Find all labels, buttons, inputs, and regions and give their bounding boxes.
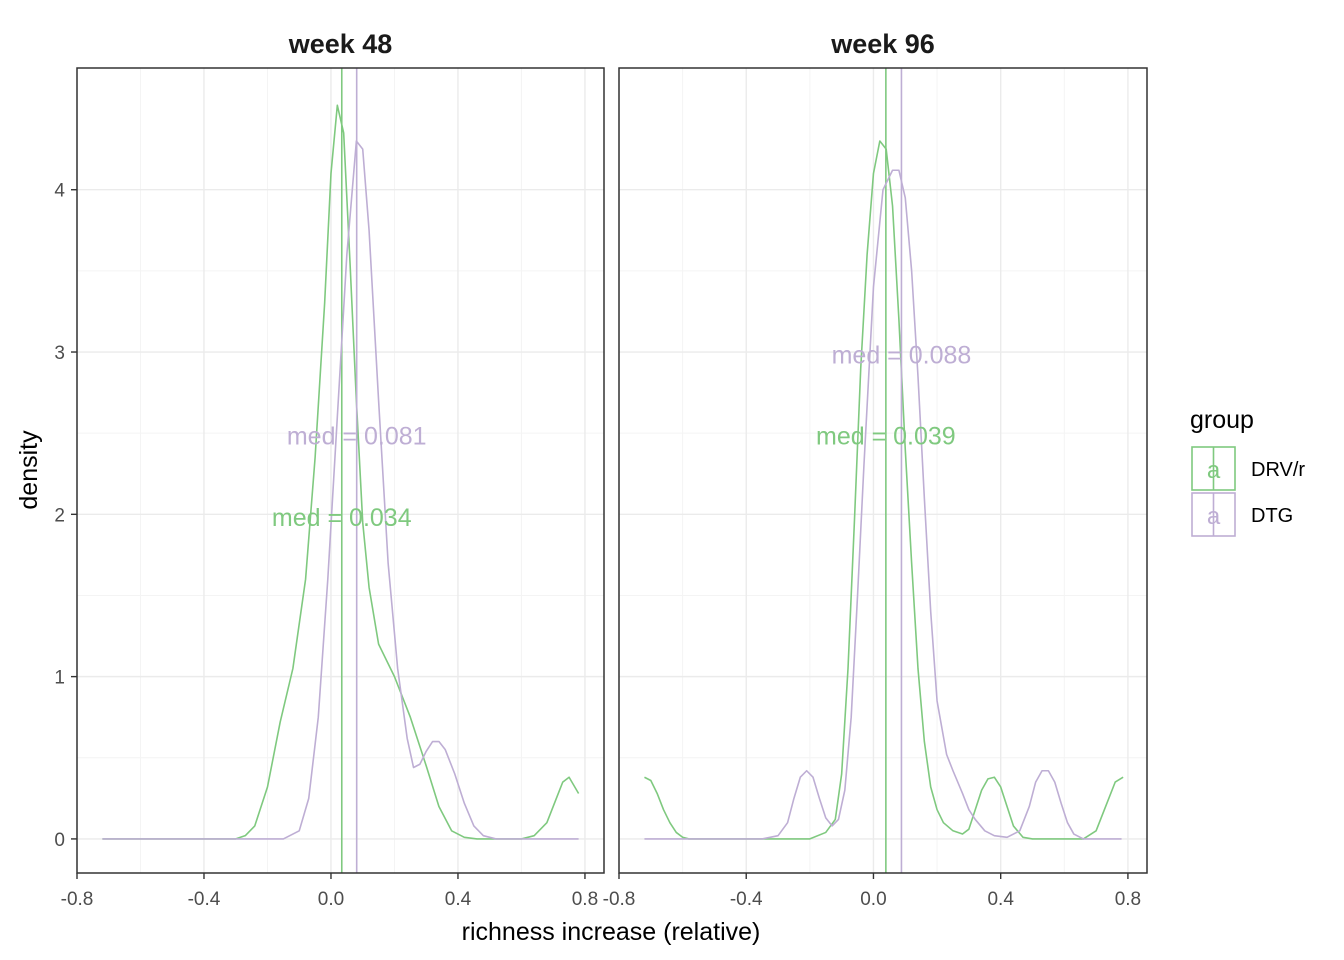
- legend-label-drv-r: DRV/r: [1251, 459, 1305, 481]
- density-line-drv-r: [102, 104, 580, 840]
- legend-key-glyph: a: [1207, 457, 1221, 484]
- x-tick-label: 0.0: [318, 889, 344, 910]
- panel-data: med = 0.081 med = 0.034: [102, 68, 580, 873]
- facet-panel-1: med = 0.081 med = 0.034 week 48 -0.8 -0.4 0.0…: [54, 29, 605, 910]
- median-annotation: med = 0.081: [287, 423, 427, 451]
- y-axis-title: density: [15, 430, 43, 510]
- density-line-dtg: [102, 140, 579, 840]
- facet-title: week 96: [830, 29, 935, 59]
- y-tick-label: 0: [54, 830, 65, 851]
- median-annotation: med = 0.039: [816, 423, 956, 451]
- legend-label-dtg: DTG: [1251, 505, 1293, 527]
- x-tick-label: -0.4: [730, 889, 763, 910]
- median-annotation: med = 0.088: [832, 342, 972, 370]
- legend-title: group: [1190, 406, 1254, 434]
- x-tick-label: -0.8: [61, 889, 94, 910]
- legend-key-glyph: a: [1207, 503, 1221, 530]
- median-annotation: med = 0.034: [272, 504, 412, 532]
- y-tick-label: 4: [54, 181, 65, 202]
- panel-background: [619, 68, 1147, 873]
- facet-title: week 48: [288, 29, 393, 59]
- x-axis-title: richness increase (relative): [462, 918, 761, 946]
- y-tick-label: 3: [54, 343, 65, 364]
- density-line-dtg: [644, 169, 1122, 840]
- x-tick-label: 0.8: [1115, 889, 1141, 910]
- x-tick-label: 0.8: [572, 889, 598, 910]
- legend: group a DRV/r a DTG: [1190, 406, 1305, 537]
- y-tick-label: 1: [54, 668, 65, 689]
- x-tick-label: -0.8: [603, 889, 636, 910]
- x-tick-label: 0.0: [860, 889, 886, 910]
- y-tick-label: 2: [54, 505, 65, 526]
- panel-background: [77, 68, 604, 873]
- panel-data: med = 0.088 med = 0.039: [644, 68, 1124, 873]
- x-tick-label: 0.4: [987, 889, 1014, 910]
- facet-panel-2: med = 0.088 med = 0.039 week 96 -0.8 -0.4 0.0…: [603, 29, 1148, 910]
- x-tick-label: 0.4: [445, 889, 472, 910]
- x-tick-label: -0.4: [188, 889, 221, 910]
- panel-border: [76, 67, 605, 874]
- panel-border: [618, 67, 1148, 874]
